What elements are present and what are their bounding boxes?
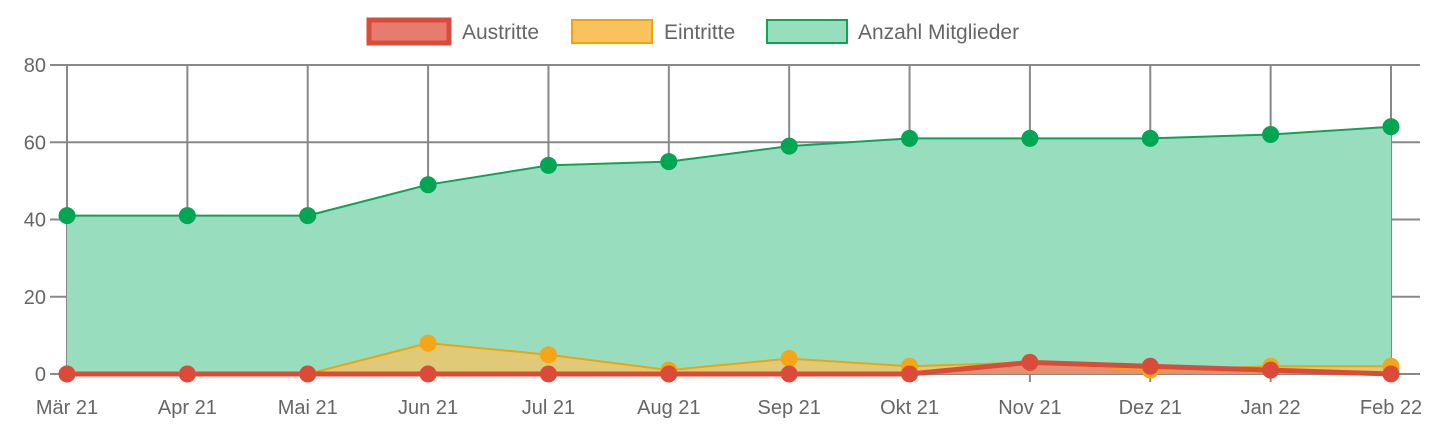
data-point[interactable]: Austritte: 0 [539, 365, 557, 383]
x-axis-labels: Mär 21 Apr 21 Mai 21 Jun 21 Jul 21 Aug 21 Sep … [36, 397, 1422, 419]
series-areas [67, 126, 1391, 374]
data-point[interactable]: Anzahl Mitglieder: 54 [539, 156, 557, 174]
y-tick-label: 60 [24, 132, 46, 154]
y-tick-label: 20 [24, 287, 46, 309]
legend-swatch[interactable] [571, 19, 653, 44]
y-tick-label: 0 [35, 364, 46, 386]
x-tick-label: Jul 21 [522, 397, 575, 419]
data-point[interactable]: Austritte: 0 [780, 365, 798, 383]
data-point[interactable]: Austritte: 0 [1382, 365, 1400, 383]
x-tick-label: Okt 21 [880, 397, 939, 419]
data-point[interactable]: Austritte: 2 [1141, 357, 1159, 375]
x-tick-label: Nov 21 [998, 397, 1061, 419]
data-point[interactable]: Austritte: 1 [1262, 361, 1280, 379]
y-tick-label: 40 [24, 210, 46, 232]
data-point[interactable]: Anzahl Mitglieder: 61 [1021, 129, 1039, 147]
data-point[interactable]: Austritte: 3 [1021, 353, 1039, 371]
x-tick-label: Mai 21 [278, 397, 338, 419]
x-tick-label: Mär 21 [36, 397, 98, 419]
x-tick-label: Sep 21 [757, 397, 820, 419]
data-point[interactable]: Anzahl Mitglieder: 61 [1141, 129, 1159, 147]
data-point[interactable]: Anzahl Mitglieder: 41 [299, 207, 317, 225]
x-tick-label: Jun 21 [398, 397, 458, 419]
series-area [67, 126, 1391, 374]
legend-swatch[interactable] [766, 19, 848, 44]
series-lines [67, 125, 1392, 377]
legend-swatch[interactable] [366, 17, 452, 46]
data-point[interactable]: Austritte: 0 [178, 365, 196, 383]
series-line [67, 125, 1392, 217]
legend-label[interactable]: Austritte [462, 21, 539, 44]
data-point[interactable]: Anzahl Mitglieder: 62 [1262, 126, 1280, 144]
data-point[interactable]: Austritte: 0 [660, 365, 678, 383]
series-line [67, 359, 1392, 377]
data-point[interactable]: Eintritte: 5 [539, 346, 557, 364]
data-point[interactable]: Austritte: 0 [58, 365, 76, 383]
data-point[interactable]: Anzahl Mitglieder: 41 [178, 207, 196, 225]
legend: Austritte Eintritte Anzahl Mitglieder [366, 17, 1019, 46]
data-point[interactable]: Austritte: 0 [419, 365, 437, 383]
x-tick-label: Apr 21 [158, 397, 217, 419]
data-point[interactable]: Anzahl Mitglieder: 49 [419, 176, 437, 194]
x-tick-label: Feb 22 [1360, 397, 1422, 419]
series-points: Anzahl Mitglieder: 41 Anzahl Mitglieder: … [58, 118, 1400, 383]
y-axis-labels: 0 20 40 60 80 [24, 55, 46, 386]
legend-label[interactable]: Eintritte [664, 21, 735, 44]
data-point[interactable]: Anzahl Mitglieder: 59 [780, 137, 798, 155]
data-point[interactable]: Eintritte: 4 [780, 350, 798, 368]
data-point[interactable]: Austritte: 0 [299, 365, 317, 383]
y-tick-label: 80 [24, 55, 46, 77]
x-tick-label: Aug 21 [637, 397, 700, 419]
data-point[interactable]: Austritte: 0 [901, 365, 919, 383]
legend-label[interactable]: Anzahl Mitglieder [858, 21, 1019, 44]
data-point[interactable]: Anzahl Mitglieder: 41 [58, 207, 76, 225]
data-point[interactable]: Eintritte: 8 [419, 334, 437, 352]
data-point[interactable]: Anzahl Mitglieder: 55 [660, 153, 678, 171]
data-point[interactable]: Anzahl Mitglieder: 61 [901, 129, 919, 147]
x-tick-label: Dez 21 [1119, 397, 1182, 419]
data-point[interactable]: Anzahl Mitglieder: 64 [1382, 118, 1400, 136]
x-tick-label: Jan 22 [1241, 397, 1301, 419]
